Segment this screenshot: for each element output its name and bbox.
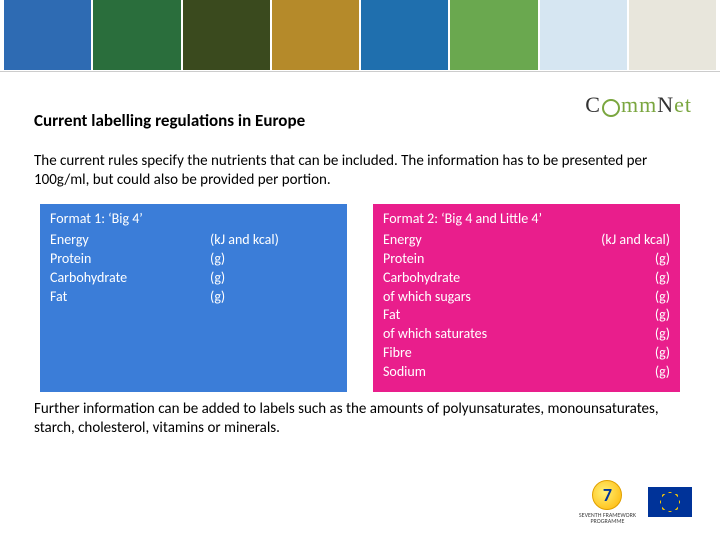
nutrient-row: Energy (kJ and kcal) (383, 231, 670, 250)
eu-flag-icon (648, 487, 692, 517)
nutrient-unit: (g) (643, 269, 670, 288)
format1-box: Format 1: ‘Big 4’ Energy (kJ and kcal) Pr… (40, 204, 347, 392)
banner-tile (272, 0, 359, 70)
banner-tile (183, 0, 270, 70)
nutrient-row: Fibre (g) (383, 344, 670, 363)
nutrient-unit: (kJ and kcal) (589, 231, 670, 250)
nutrient-row: Fat (g) (50, 288, 337, 307)
nutrient-unit: (g) (643, 288, 670, 307)
nutrient-name: Energy (50, 231, 158, 250)
commnet-logo: CmmNet (512, 90, 692, 120)
nutrient-row: Carbohydrate (g) (50, 269, 337, 288)
logo-letter: C (585, 92, 601, 118)
nutrient-row: Sodium (g) (383, 363, 670, 382)
page-title: Current labelling regulations in Europe (34, 110, 305, 131)
banner-tile (450, 0, 537, 70)
nutrient-row: of which saturates (g) (383, 325, 670, 344)
nutrient-unit: (g) (643, 325, 670, 344)
nutrient-unit: (kJ and kcal) (198, 231, 279, 250)
fp7-circle-icon: 7 (592, 480, 622, 510)
nutrient-name: Protein (383, 250, 424, 269)
format2-title: Format 2: ‘Big 4 and Little 4’ (383, 210, 670, 229)
nutrient-unit: (g) (643, 250, 670, 269)
fp7-caption: PROGRAMME (590, 518, 624, 524)
logo-letters: et (674, 92, 692, 118)
nutrient-row: Protein (g) (383, 250, 670, 269)
nutrient-row: Carbohydrate (g) (383, 269, 670, 288)
logo-o-icon (602, 99, 620, 117)
nutrient-name: of which sugars (383, 288, 471, 307)
nutrient-row: Fat (g) (383, 306, 670, 325)
format1-title: Format 1: ‘Big 4’ (50, 210, 337, 229)
nutrient-name: Energy (383, 231, 422, 250)
nutrient-unit: (g) (643, 344, 670, 363)
nutrient-name: Sodium (383, 363, 426, 382)
header-banner (0, 0, 720, 72)
nutrient-name: Fat (50, 288, 158, 307)
nutrient-row: of which sugars (g) (383, 288, 670, 307)
banner-tile (540, 0, 627, 70)
fp7-logo: 7 SEVENTH FRAMEWORK PROGRAMME (579, 480, 636, 524)
nutrient-unit: (g) (643, 363, 670, 382)
nutrient-name: Protein (50, 250, 158, 269)
nutrient-name: Fat (383, 306, 400, 325)
nutrient-unit: (g) (198, 288, 225, 307)
logo-letter: N (657, 92, 674, 118)
format2-box: Format 2: ‘Big 4 and Little 4’ Energy (kJ… (373, 204, 680, 392)
nutrient-name: Fibre (383, 344, 412, 363)
banner-tile (93, 0, 180, 70)
nutrient-name: Carbohydrate (50, 269, 158, 288)
nutrient-name: Carbohydrate (383, 269, 460, 288)
banner-tile (361, 0, 448, 70)
closing-paragraph: Further information can be added to labe… (34, 400, 686, 438)
nutrient-row: Energy (kJ and kcal) (50, 231, 337, 250)
nutrient-unit: (g) (198, 269, 225, 288)
footer-logos: 7 SEVENTH FRAMEWORK PROGRAMME (579, 480, 692, 524)
banner-tile (4, 0, 91, 70)
nutrient-row: Protein (g) (50, 250, 337, 269)
nutrient-unit: (g) (198, 250, 225, 269)
nutrient-name: of which saturates (383, 325, 487, 344)
nutrient-unit: (g) (643, 306, 670, 325)
logo-letters: mm (621, 92, 657, 118)
banner-tile (629, 0, 716, 70)
format-boxes: Format 1: ‘Big 4’ Energy (kJ and kcal) Pr… (40, 204, 680, 392)
intro-paragraph: The current rules specify the nutrients … (34, 152, 686, 190)
